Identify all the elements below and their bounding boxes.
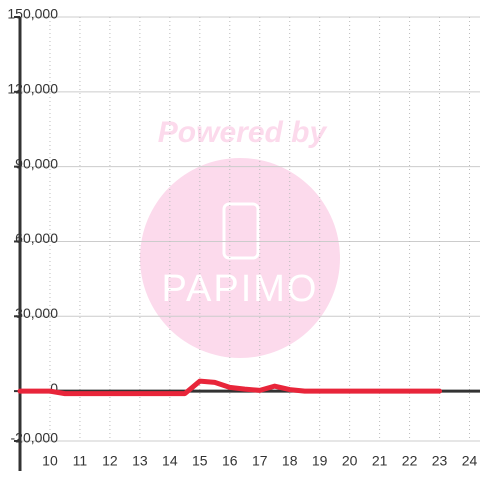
x-tick-label: 17	[252, 453, 268, 469]
x-tick-label: 10	[42, 453, 58, 469]
x-tick-label: 22	[402, 453, 418, 469]
plot: -20,000 0 30,000 60,000 90,000 120,000 150,000…	[7, 6, 480, 471]
y-tick-label: 120,000	[7, 81, 58, 97]
watermark-text: Powered by	[158, 116, 328, 149]
watermark-phone	[222, 202, 260, 260]
x-tick-label: 18	[282, 453, 298, 469]
y-tick-label: 60,000	[15, 230, 58, 246]
x-tick-label: 23	[432, 453, 448, 469]
y-tick-label: 0	[50, 380, 58, 396]
x-tick-label: 24	[462, 453, 478, 469]
watermark-logo: PAPIMO	[162, 268, 319, 310]
x-tick-label: 13	[132, 453, 148, 469]
x-tick-label: 14	[162, 453, 178, 469]
x-tick-label: 21	[372, 453, 388, 469]
y-tick-label: 150,000	[7, 6, 58, 22]
x-tick-label: 16	[222, 453, 238, 469]
watermark: PAPIMO Powered by	[140, 116, 340, 358]
y-tick-label: 30,000	[15, 305, 58, 321]
y-tick-label: 90,000	[15, 155, 58, 171]
x-tick-label: 12	[102, 453, 118, 469]
x-tick-label: 20	[342, 453, 358, 469]
x-tick-label: 19	[312, 453, 328, 469]
x-tick-label: 15	[192, 453, 208, 469]
y-tick-label: -20,000	[11, 430, 59, 446]
line-series	[17, 378, 443, 397]
x-tick-label: 11	[73, 453, 88, 469]
